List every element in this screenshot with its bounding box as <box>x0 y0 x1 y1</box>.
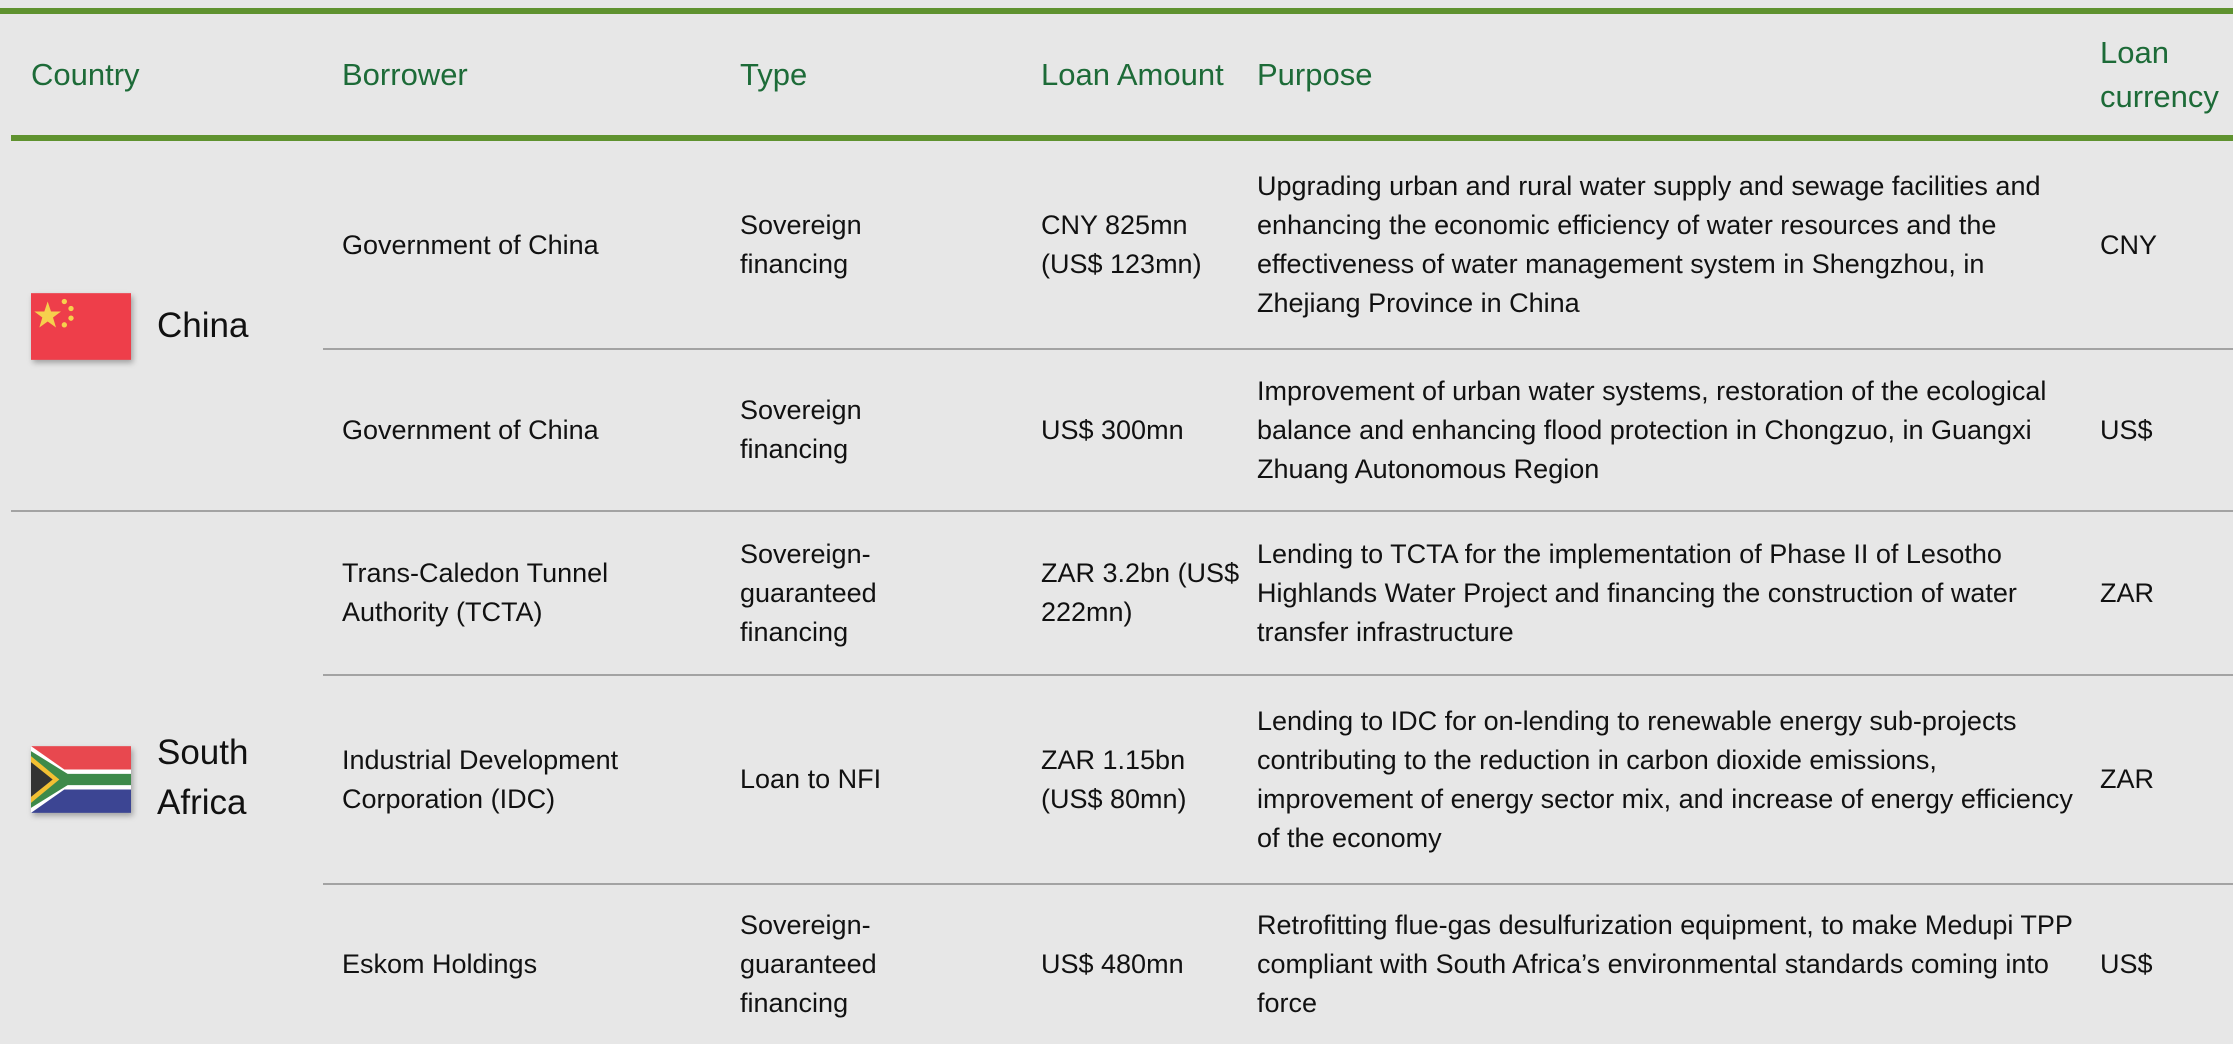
column-header: Type <box>740 14 930 135</box>
column-header: Loan Amount <box>1041 14 1246 135</box>
group-separator <box>11 510 2233 512</box>
cell-amount-text: US$ 480mn <box>1041 948 1184 979</box>
column-header: Country <box>31 14 331 135</box>
cell-purpose-text: Improvement of urban water systems, rest… <box>1257 375 2047 484</box>
column-header-text: Borrower <box>342 56 468 92</box>
cell-borrower: Government of China <box>342 349 682 511</box>
header-rule <box>11 135 2233 141</box>
cell-currency-text: US$ <box>2100 414 2153 445</box>
row-separator <box>323 348 2233 350</box>
cell-borrower-text: Eskom Holdings <box>342 948 538 979</box>
cell-currency: US$ <box>2100 349 2233 511</box>
cell-purpose: Lending to IDC for on-lending to renewab… <box>1257 675 2087 884</box>
cell-amount-text: CNY 825mn (US$ 123mn) <box>1041 210 1202 279</box>
top-rule <box>0 8 2233 14</box>
cell-borrower: Industrial Development Corporation (IDC) <box>342 675 682 884</box>
column-header-text: Type <box>740 56 808 92</box>
south-africa-flag <box>31 746 131 813</box>
cell-type: Sovereign financing <box>740 141 930 349</box>
cell-purpose: Improvement of urban water systems, rest… <box>1257 349 2087 511</box>
cell-currency-text: ZAR <box>2100 577 2154 608</box>
column-header: Loan currency <box>2100 14 2233 135</box>
cell-purpose: Upgrading urban and rural water supply a… <box>1257 141 2087 349</box>
cell-borrower-text: Government of China <box>342 229 599 260</box>
cell-purpose-text: Lending to IDC for on-lending to renewab… <box>1257 705 2073 853</box>
cell-currency: US$ <box>2100 884 2233 1044</box>
cell-currency: ZAR <box>2100 675 2233 884</box>
cell-type-text: Sovereign-guaranteed financing <box>740 909 877 1018</box>
column-header-text: Purpose <box>1257 56 1373 92</box>
cell-amount-text: ZAR 3.2bn (US$ 222mn) <box>1041 558 1240 627</box>
cell-type: Sovereign-guaranteed financing <box>740 884 930 1044</box>
cell-purpose: Retrofitting flue-gas desulfurization eq… <box>1257 884 2087 1044</box>
column-header-text: Country <box>31 56 140 92</box>
cell-currency-text: US$ <box>2100 948 2153 979</box>
cell-currency: CNY <box>2100 141 2233 349</box>
column-header: Purpose <box>1257 14 2087 135</box>
cell-borrower: Trans-Caledon Tunnel Authority (TCTA) <box>342 511 682 675</box>
cell-amount: US$ 300mn <box>1041 349 1246 511</box>
cell-borrower-text: Government of China <box>342 414 599 445</box>
cell-type: Sovereign financing <box>740 349 930 511</box>
cell-amount: US$ 480mn <box>1041 884 1246 1044</box>
cell-currency-text: ZAR <box>2100 764 2154 794</box>
cell-type-text: Sovereign financing <box>740 210 862 279</box>
cell-purpose: Lending to TCTA for the implementation o… <box>1257 511 2087 675</box>
cell-type-text: Loan to NFI <box>740 764 882 794</box>
cell-type-text: Sovereign-guaranteed financing <box>740 538 877 647</box>
cell-type: Sovereign-guaranteed financing <box>740 511 930 675</box>
row-separator <box>323 674 2233 676</box>
column-header-text: Loan Amount <box>1041 56 1224 92</box>
cell-currency-text: CNY <box>2100 229 2158 260</box>
cell-purpose-text: Lending to TCTA for the implementation o… <box>1257 538 2017 647</box>
cell-amount: ZAR 3.2bn (US$ 222mn) <box>1041 511 1246 675</box>
country-name: South Africa <box>157 511 297 1044</box>
cell-borrower: Eskom Holdings <box>342 884 682 1044</box>
row-separator <box>323 883 2233 885</box>
cell-borrower-text: Industrial Development Corporation (IDC) <box>342 744 619 814</box>
country-name-text: China <box>157 306 249 345</box>
column-header-text: Loan currency <box>2100 34 2219 114</box>
country-name: China <box>157 141 297 511</box>
cell-type: Loan to NFI <box>740 675 930 884</box>
cell-amount-text: US$ 300mn <box>1041 414 1184 445</box>
cell-type-text: Sovereign financing <box>740 395 862 464</box>
cell-amount-text: ZAR 1.15bn (US$ 80mn) <box>1041 744 1187 814</box>
cell-amount: CNY 825mn (US$ 123mn) <box>1041 141 1246 349</box>
column-header: Borrower <box>342 14 682 135</box>
cell-amount: ZAR 1.15bn (US$ 80mn) <box>1041 675 1246 884</box>
cell-purpose-text: Retrofitting flue-gas desulfurization eq… <box>1257 909 2073 1018</box>
country-name-text: South Africa <box>157 732 249 822</box>
cell-purpose-text: Upgrading urban and rural water supply a… <box>1257 171 2041 318</box>
cell-borrower: Government of China <box>342 141 682 349</box>
cell-currency: ZAR <box>2100 511 2233 675</box>
cell-borrower-text: Trans-Caledon Tunnel Authority (TCTA) <box>342 558 609 627</box>
china-flag <box>31 293 131 360</box>
